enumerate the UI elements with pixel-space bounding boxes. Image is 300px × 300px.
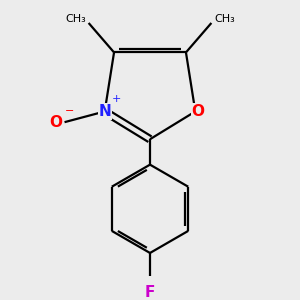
Text: CH₃: CH₃ [214, 14, 235, 24]
Text: −: − [65, 106, 75, 116]
Text: N: N [98, 104, 111, 119]
Text: O: O [191, 104, 205, 119]
Text: +: + [112, 94, 122, 104]
Text: O: O [49, 115, 62, 130]
Text: F: F [145, 285, 155, 300]
Text: CH₃: CH₃ [65, 14, 86, 24]
